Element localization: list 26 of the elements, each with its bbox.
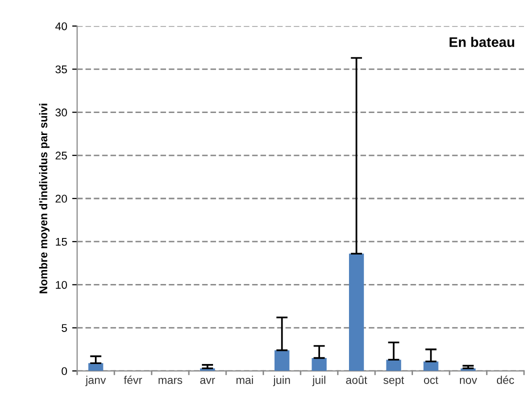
x-tick-label: janv xyxy=(85,376,106,386)
x-tick-label: mai xyxy=(236,376,253,384)
x-tick-label: juin xyxy=(273,376,290,386)
x-tick-label: févr xyxy=(124,376,142,384)
bar xyxy=(386,360,402,371)
y-tick-label: 10 xyxy=(56,280,67,289)
y-tick-label: 30 xyxy=(55,108,67,116)
y-tick-label: 15 xyxy=(56,238,67,246)
text: En bateau xyxy=(450,36,514,48)
y-tick-label: 25 xyxy=(56,152,67,160)
x-tick-label: juil xyxy=(312,376,326,386)
y-tick-label: 5 xyxy=(62,324,67,332)
y-tick-label: 40 xyxy=(55,22,67,30)
x-tick-label: avr xyxy=(200,378,216,384)
bar xyxy=(348,254,364,371)
x-tick-label: déc xyxy=(496,376,514,384)
y-tick-label: 20 xyxy=(56,194,67,203)
y-tick-label: 35 xyxy=(55,65,67,74)
x-tick-label: août xyxy=(346,376,368,384)
x-tick-label: sept xyxy=(383,376,404,386)
x-tick-label: nov xyxy=(460,378,478,384)
bar xyxy=(274,350,290,371)
y-tick-label: 0 xyxy=(62,367,67,376)
y-axis-title: Nombre moyen d'individus par suivi xyxy=(39,104,50,294)
x-tick-label: oct xyxy=(424,376,438,384)
x-tick-label: mars xyxy=(158,378,182,384)
